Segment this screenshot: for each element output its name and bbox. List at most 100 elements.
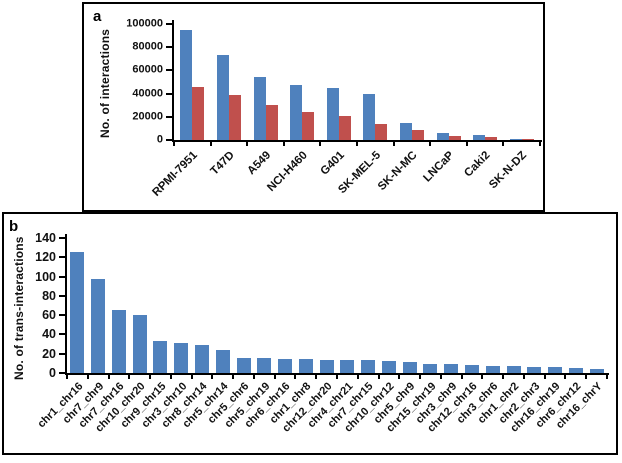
- bar-chr6_chr12: [568, 368, 583, 373]
- x-tick-mark: [502, 142, 505, 146]
- y-tick-mark: [166, 92, 172, 95]
- x-category-label: RPMI-7951: [150, 149, 201, 199]
- panel-a: a No. of interactions 0 20000 40000 60000 80…: [82, 2, 545, 212]
- x-tick-mark: [522, 375, 525, 379]
- y-axis-line: [172, 20, 174, 142]
- x-tick-mark: [86, 375, 89, 379]
- x-tick-mark: [398, 375, 401, 379]
- y-tick-label: 80000: [132, 40, 163, 53]
- bar-NCI-H460: [302, 112, 315, 140]
- y-tick-mark: [59, 275, 65, 278]
- x-category-label: A549: [245, 149, 274, 178]
- panel-b: b No. of trans-interactions 0 20 40 60 80 100…: [2, 212, 618, 455]
- bar-NCI-H460: [290, 84, 303, 140]
- y-tick-label: 20000: [132, 110, 163, 123]
- y-tick-label: 100000: [126, 17, 163, 30]
- x-category-label: G401: [318, 149, 347, 178]
- bar-SK-N-DZ: [509, 138, 522, 140]
- y-tick-mark: [59, 314, 65, 317]
- bar-T47D: [228, 94, 241, 140]
- y-tick-label: 40: [42, 327, 56, 342]
- x-category-label: T47D: [208, 149, 237, 178]
- bar-chr10_chr20: [132, 315, 147, 373]
- x-tick-mark: [294, 375, 297, 379]
- y-tick-label: 20: [42, 346, 56, 361]
- x-axis-line: [65, 373, 609, 375]
- y-tick-label: 0: [49, 365, 56, 380]
- y-tick-mark: [59, 333, 65, 336]
- y-tick-mark: [166, 23, 172, 25]
- panel-a-chart: 0 20000 40000 60000 80000 100000 RPMI-7951 T47D…: [126, 18, 542, 199]
- panel-a-y-axis-title: No. of interactions: [98, 28, 112, 138]
- x-tick-mark: [149, 375, 152, 379]
- x-tick-mark: [128, 375, 131, 379]
- panel-b-chart: 0 20 40 60 80 100 120 140 chr1_chr16 chr7_chr9 chr…: [35, 232, 609, 435]
- bar-chr3_chr9: [444, 364, 459, 373]
- x-tick-mark: [232, 375, 235, 379]
- x-tick-mark: [319, 142, 322, 146]
- bar-LNCaP: [448, 136, 461, 140]
- bar-chr12_chr20: [319, 359, 334, 373]
- x-axis-line: [172, 140, 542, 142]
- bar-chr7_chr9: [91, 278, 106, 373]
- y-tick-mark: [166, 139, 172, 141]
- bar-chr9_chr15: [153, 341, 168, 373]
- panel-b-letter: b: [9, 218, 19, 235]
- x-tick-mark: [502, 375, 505, 379]
- y-tick-mark: [166, 46, 172, 49]
- bar-chr16_chr19: [548, 367, 563, 373]
- bar-chr5_chr6: [236, 357, 251, 373]
- bar-chr1_chr2: [506, 366, 521, 373]
- y-tick-mark: [166, 115, 172, 118]
- bar-chr4_chr21: [340, 360, 355, 373]
- bar-SK-MEL-5: [375, 123, 388, 140]
- x-tick-mark: [173, 142, 175, 146]
- bar-SK-N-MC: [411, 129, 424, 140]
- bar-chr3_chr10: [174, 343, 189, 373]
- x-tick-mark: [209, 142, 212, 146]
- x-tick-mark: [460, 375, 463, 379]
- x-tick-mark: [543, 375, 546, 379]
- bar-chr3_chr6: [485, 366, 500, 373]
- x-tick-mark: [392, 142, 395, 146]
- x-tick-mark: [336, 375, 338, 379]
- bar-chr5_chr19: [257, 357, 272, 373]
- y-tick-label: 0: [156, 133, 163, 146]
- panel-a-letter: a: [93, 8, 102, 25]
- bar-chr1_chr16: [70, 251, 85, 373]
- x-category-label: SK-N-DZ: [487, 149, 530, 192]
- y-tick-label: 100: [35, 269, 56, 284]
- bar-chr10_chr12: [381, 361, 396, 373]
- x-tick-mark: [356, 375, 359, 379]
- bar-G401: [326, 87, 339, 140]
- bar-SK-MEL-5: [363, 94, 376, 140]
- bar-SK-N-DZ: [521, 139, 534, 140]
- y-tick-label: 40000: [132, 87, 163, 100]
- bar-chr8_chr14: [195, 345, 209, 373]
- bar-chr7_chr15: [361, 360, 376, 373]
- x-tick-mark: [66, 375, 68, 379]
- bar-chr1_chr8: [298, 358, 313, 373]
- bar-RPMI-7951: [180, 29, 193, 140]
- y-tick-label: 80: [42, 288, 56, 303]
- x-tick-mark: [606, 375, 608, 379]
- x-tick-mark: [211, 375, 214, 379]
- bar-chr12_chr16: [465, 365, 479, 373]
- bar-T47D: [216, 55, 229, 140]
- y-tick-mark: [59, 294, 65, 297]
- y-tick-mark: [59, 237, 65, 239]
- bar-chr5_chr14: [215, 349, 230, 373]
- y-axis-line: [65, 234, 67, 375]
- bar-SK-N-MC: [399, 123, 412, 140]
- bar-RPMI-7951: [192, 86, 205, 140]
- x-tick-mark: [539, 142, 541, 146]
- y-tick-label: 60: [42, 307, 56, 322]
- bar-Caki2: [485, 137, 498, 140]
- x-tick-mark: [419, 375, 422, 379]
- bar-chr2_chr3: [527, 367, 542, 373]
- x-tick-mark: [564, 375, 567, 379]
- x-category-label: Caki2: [462, 149, 493, 180]
- x-category-label: SK-N-MC: [375, 149, 420, 194]
- x-tick-mark: [481, 375, 484, 379]
- y-tick-label: 60000: [132, 63, 163, 76]
